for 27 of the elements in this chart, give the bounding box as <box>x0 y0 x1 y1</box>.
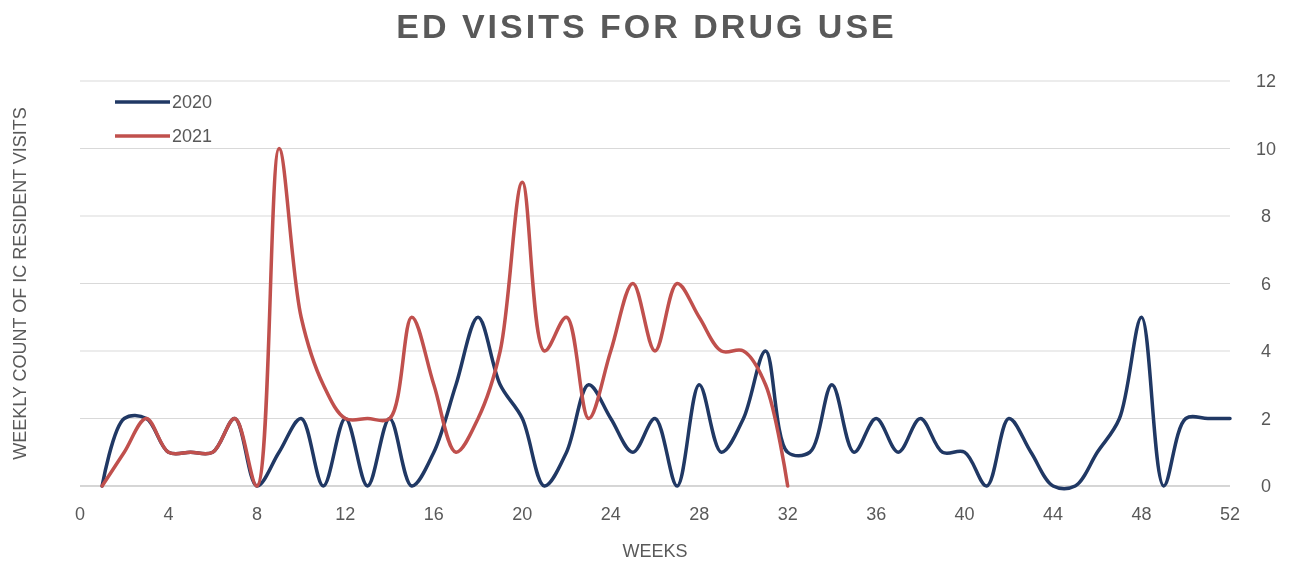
x-tick-label: 12 <box>335 504 356 524</box>
x-tick-label: 20 <box>512 504 533 524</box>
y-tick-label: 12 <box>1255 71 1277 91</box>
x-tick-label: 44 <box>1043 504 1064 524</box>
x-tick-label: 0 <box>74 504 86 524</box>
x-tick-label: 28 <box>689 504 710 524</box>
y-axis-title: WEEKLY COUNT OF IC RESIDENT VISITS <box>10 107 30 460</box>
x-tick-label: 4 <box>163 504 174 524</box>
y-tick-label: 8 <box>1260 206 1272 226</box>
x-axis-title: WEEKS <box>622 541 688 561</box>
x-tick-label: 24 <box>600 504 621 524</box>
x-tick-label: 36 <box>866 504 887 524</box>
legend-label: 2020 <box>172 92 213 112</box>
chart-title: ED VISITS FOR DRUG USE <box>396 7 897 45</box>
y-tick-label: 2 <box>1260 408 1272 429</box>
x-tick-label: 48 <box>1131 504 1152 524</box>
line-series <box>100 146 790 488</box>
y-tick-label: 4 <box>1260 341 1272 361</box>
x-tick-label: 8 <box>251 504 262 524</box>
y-tick-label: 0 <box>1260 476 1272 496</box>
legend-label: 2021 <box>172 126 213 146</box>
x-tick-label: 40 <box>954 504 975 524</box>
x-tick-label: 32 <box>777 504 798 524</box>
y-tick-label: 10 <box>1255 138 1277 159</box>
y-tick-label: 6 <box>1260 273 1272 294</box>
x-tick-label: 16 <box>423 504 444 524</box>
x-tick-label: 52 <box>1219 504 1241 524</box>
